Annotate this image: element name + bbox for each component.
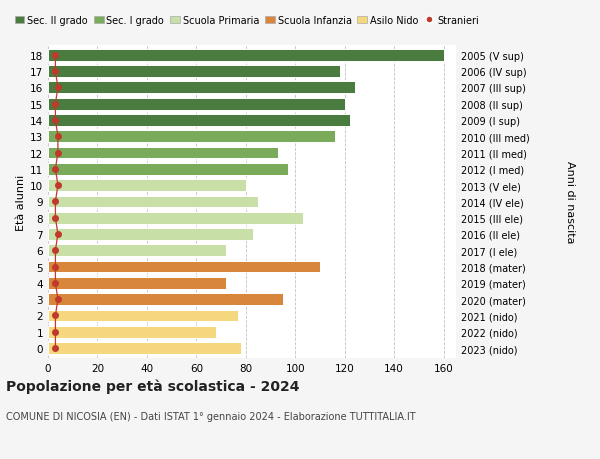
Bar xyxy=(48,277,226,289)
Text: COMUNE DI NICOSIA (EN) - Dati ISTAT 1° gennaio 2024 - Elaborazione TUTTITALIA.IT: COMUNE DI NICOSIA (EN) - Dati ISTAT 1° g… xyxy=(6,411,416,421)
Text: Popolazione per età scolastica - 2024: Popolazione per età scolastica - 2024 xyxy=(6,379,299,393)
Y-axis label: Età alunni: Età alunni xyxy=(16,174,26,230)
Bar xyxy=(48,342,241,354)
Bar xyxy=(48,294,283,305)
Y-axis label: Anni di nascita: Anni di nascita xyxy=(565,161,575,243)
Bar xyxy=(48,163,288,175)
Bar xyxy=(48,245,226,257)
Legend: Sec. II grado, Sec. I grado, Scuola Primaria, Scuola Infanzia, Asilo Nido, Stran: Sec. II grado, Sec. I grado, Scuola Prim… xyxy=(11,12,482,29)
Bar xyxy=(48,82,355,94)
Bar xyxy=(48,326,216,338)
Bar xyxy=(48,66,340,78)
Bar xyxy=(48,99,345,110)
Bar xyxy=(48,229,253,241)
Bar xyxy=(48,115,350,127)
Bar xyxy=(48,180,246,191)
Bar xyxy=(48,310,238,322)
Bar xyxy=(48,50,443,62)
Bar xyxy=(48,261,320,273)
Bar xyxy=(48,213,302,224)
Bar xyxy=(48,147,278,159)
Bar xyxy=(48,131,335,143)
Bar xyxy=(48,196,258,208)
